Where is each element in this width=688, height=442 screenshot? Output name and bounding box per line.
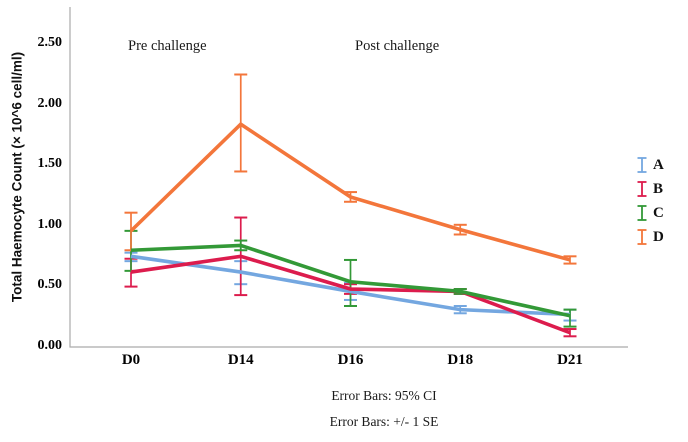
- series-line-C: [130, 243, 571, 318]
- error-bar-icon: [637, 157, 647, 173]
- error-bar-icon: [637, 229, 647, 245]
- series-line-D: [129, 121, 571, 262]
- y-tick-label: 2.00: [37, 95, 63, 111]
- legend-item-D: D: [636, 225, 664, 249]
- error-bar-icon: [637, 181, 647, 197]
- annotation-pre-challenge: Pre challenge: [128, 38, 207, 54]
- footnote-1se: Error Bars: +/- 1 SE: [329, 414, 439, 429]
- y-tick-label: 1.50: [37, 156, 63, 172]
- x-category-label: D14: [227, 352, 254, 368]
- footnote-95ci: Error Bars: 95% CI: [331, 388, 437, 403]
- legend-label: B: [653, 180, 664, 197]
- y-tick-label: 0.50: [37, 277, 63, 293]
- y-tick-label: 2.50: [37, 35, 63, 50]
- legend-item-C: C: [636, 201, 664, 225]
- legend-label: A: [653, 156, 664, 173]
- series-line-A: [130, 254, 571, 317]
- y-tick-label: 0.00: [37, 338, 63, 353]
- legend-item-B: B: [636, 177, 664, 201]
- error-bar-icon: [637, 205, 647, 221]
- legend-label: D: [653, 228, 664, 245]
- x-category-label: D0: [121, 352, 141, 368]
- annotation-post-challenge: Post challenge: [355, 38, 440, 54]
- x-category-label: D18: [447, 352, 474, 368]
- x-category-label: D16: [337, 352, 364, 368]
- x-category-label: D21: [557, 352, 583, 368]
- legend-label: C: [653, 204, 664, 221]
- series-line-B: [130, 254, 571, 335]
- legend-item-A: A: [636, 153, 664, 177]
- y-tick-label: 1.00: [37, 216, 63, 232]
- axis-lines: [69, 7, 628, 348]
